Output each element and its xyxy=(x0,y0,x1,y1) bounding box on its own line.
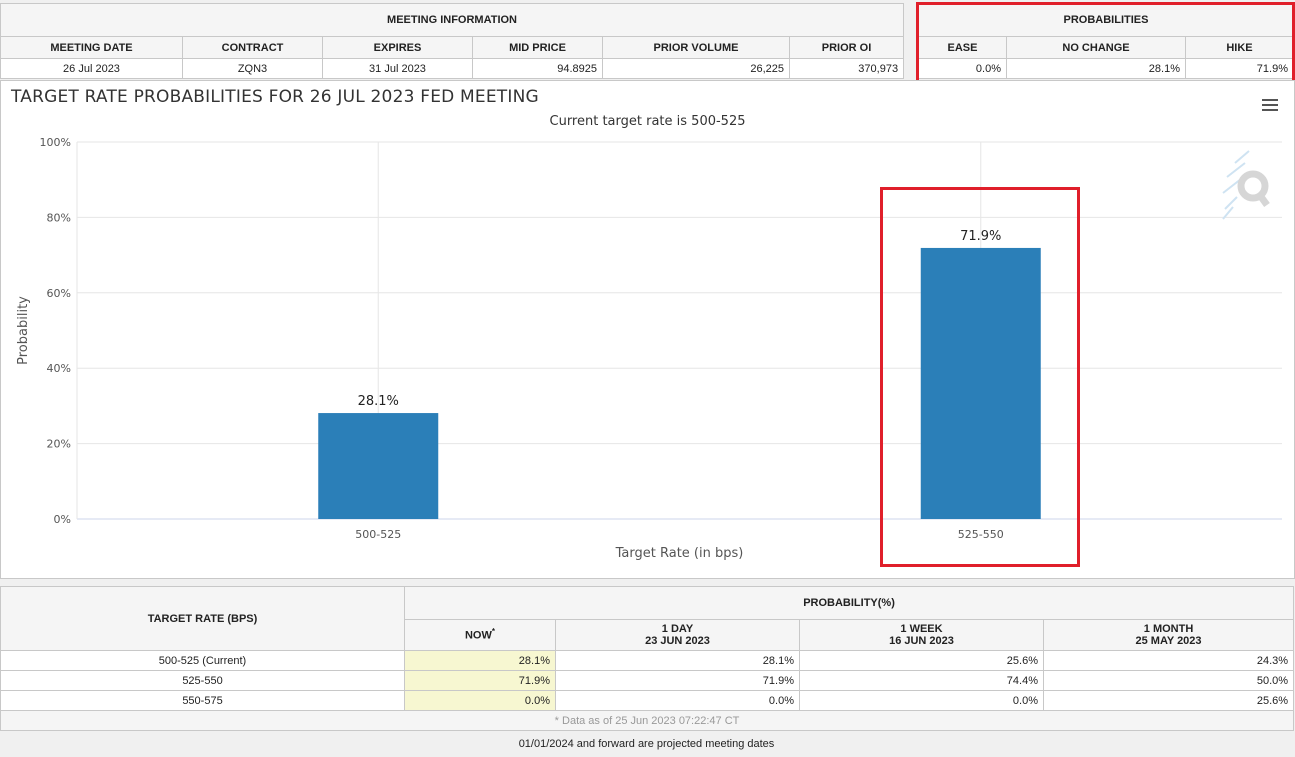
contract-value: ZQN3 xyxy=(182,58,323,79)
y-tick-label: 80% xyxy=(47,211,71,224)
x-tick-label: 500-525 xyxy=(355,528,401,541)
rate-cell: 550-575 xyxy=(0,690,405,711)
chart-title: TARGET RATE PROBABILITIES FOR 26 JUL 202… xyxy=(11,87,539,107)
month-cell: 25.6% xyxy=(1042,690,1295,711)
chart-subtitle: Current target rate is 500-525 xyxy=(549,114,746,129)
header-1-week: 1 WEEK 16 JUN 2023 xyxy=(799,618,1044,651)
y-tick-label: 100% xyxy=(40,136,71,149)
header-ease: EASE xyxy=(918,36,1007,59)
header-1-month-date: 25 MAY 2023 xyxy=(1135,634,1202,647)
header-1-week-label: 1 WEEK xyxy=(900,622,943,635)
month-cell: 50.0% xyxy=(1042,670,1295,691)
x-tick-label: 525-550 xyxy=(958,528,1004,541)
probabilities-table: PROBABILITIES EASE NO CHANGE HIKE 0.0% 2… xyxy=(918,3,1294,79)
chart-svg: 0% 20% 40% 60% 80% 100% 28.1% 500-525 71.9% 525-5… xyxy=(16,136,1282,561)
header-probability: PROBABILITY(%) xyxy=(403,586,1295,620)
chart-menu-icon[interactable] xyxy=(1262,99,1278,111)
bar-value-label: 28.1% xyxy=(358,394,399,409)
ease-value: 0.0% xyxy=(918,58,1007,79)
table-row: 500-525 (Current) 28.1% 28.1% 25.6% 24.3… xyxy=(0,650,1295,671)
meeting-info-title: MEETING INFORMATION xyxy=(0,3,905,37)
prior-volume-value: 26,225 xyxy=(602,58,790,79)
y-tick-label: 20% xyxy=(47,438,71,451)
header-prior-volume: PRIOR VOLUME xyxy=(602,36,790,59)
header-hike: HIKE xyxy=(1185,36,1294,59)
header-mid-price: MID PRICE xyxy=(472,36,603,59)
chart-panel: 0% 20% 40% 60% 80% 100% 28.1% 500-525 71.9% 525-5… xyxy=(0,80,1295,579)
header-1-day-date: 23 JUN 2023 xyxy=(645,634,710,647)
mid-price-value: 94.8925 xyxy=(472,58,603,79)
target-rate-table: TARGET RATE (BPS) PROBABILITY(%) NOW* 1 … xyxy=(0,586,1295,731)
header-target-rate: TARGET RATE (BPS) xyxy=(0,586,405,651)
bar xyxy=(318,413,439,519)
meeting-info-table: MEETING INFORMATION MEETING DATE CONTRAC… xyxy=(0,3,905,79)
x-axis-title: Target Rate (in bps) xyxy=(615,546,744,561)
table-row: 525-550 71.9% 71.9% 74.4% 50.0% xyxy=(0,670,1295,691)
header-1-day: 1 DAY 23 JUN 2023 xyxy=(555,618,800,651)
header-now: NOW* xyxy=(404,618,556,651)
header-contract: CONTRACT xyxy=(182,36,323,59)
day-cell: 71.9% xyxy=(555,670,800,691)
day-cell: 28.1% xyxy=(555,650,800,671)
q-logo-icon xyxy=(1222,150,1270,220)
month-cell: 24.3% xyxy=(1042,650,1295,671)
header-1-week-date: 16 JUN 2023 xyxy=(889,634,954,647)
header-prior-oi: PRIOR OI xyxy=(788,36,905,59)
header-no-change: NO CHANGE xyxy=(1006,36,1186,59)
table-row: 550-575 0.0% 0.0% 0.0% 25.6% xyxy=(0,690,1295,711)
week-cell: 25.6% xyxy=(799,650,1044,671)
probabilities-title: PROBABILITIES xyxy=(918,3,1294,37)
rate-cell: 525-550 xyxy=(0,670,405,691)
header-now-label: NOW xyxy=(464,630,492,643)
header-now-mark: * xyxy=(491,627,495,637)
header-1-month: 1 MONTH 25 MAY 2023 xyxy=(1042,618,1295,651)
day-cell: 0.0% xyxy=(555,690,800,711)
header-1-day-label: 1 DAY xyxy=(661,622,694,635)
projected-dates-note: 01/01/2024 and forward are projected mee… xyxy=(518,738,775,750)
header-expires: EXPIRES xyxy=(322,36,473,59)
bar-value-label: 71.9% xyxy=(960,229,1001,244)
prior-oi-value: 370,973 xyxy=(788,58,905,79)
y-tick-label: 0% xyxy=(54,513,71,526)
y-tick-label: 60% xyxy=(47,287,71,300)
now-cell: 71.9% xyxy=(404,670,556,691)
y-tick-label: 40% xyxy=(47,362,71,375)
bar xyxy=(920,247,1041,519)
meeting-date-value: 26 Jul 2023 xyxy=(0,58,183,79)
week-cell: 0.0% xyxy=(799,690,1044,711)
now-cell: 0.0% xyxy=(404,690,556,711)
expires-value: 31 Jul 2023 xyxy=(322,58,473,79)
now-cell: 28.1% xyxy=(404,650,556,671)
y-axis-title: Probability xyxy=(16,296,31,365)
week-cell: 74.4% xyxy=(799,670,1044,691)
no-change-value: 28.1% xyxy=(1006,58,1186,79)
rate-cell: 500-525 (Current) xyxy=(0,650,405,671)
header-1-month-label: 1 MONTH xyxy=(1143,622,1194,635)
hike-value: 71.9% xyxy=(1185,58,1294,79)
data-timestamp-footnote: * Data as of 25 Jun 2023 07:22:47 CT xyxy=(0,710,1295,731)
header-meeting-date: MEETING DATE xyxy=(0,36,183,59)
